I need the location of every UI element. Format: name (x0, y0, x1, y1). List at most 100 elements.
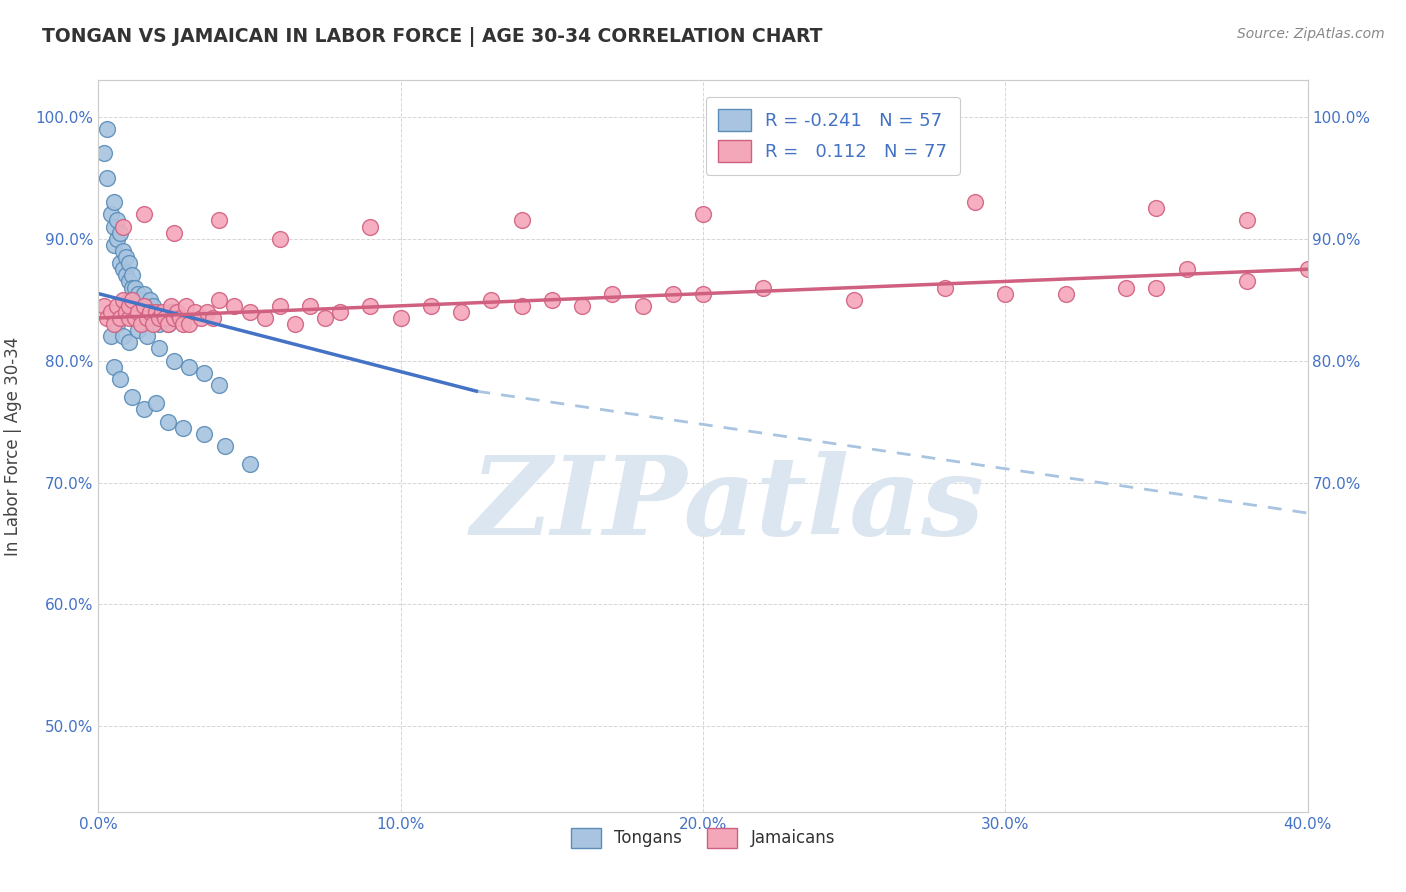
Point (145, 311, 167, 326)
Point (752, 280, 775, 294)
Point (193, 366, 215, 380)
Point (108, 226, 131, 240)
Point (118, 256, 141, 270)
Point (114, 305, 136, 319)
Point (510, 213, 533, 227)
Point (631, 299, 654, 313)
Point (156, 415, 179, 429)
Point (105, 299, 128, 313)
Point (1146, 201, 1168, 215)
Point (145, 305, 167, 319)
Point (169, 311, 191, 326)
Point (114, 250, 136, 264)
Point (129, 293, 152, 307)
Point (111, 329, 134, 343)
Point (100, 329, 122, 343)
Point (195, 305, 218, 319)
Point (127, 286, 149, 301)
Point (114, 268, 136, 283)
Point (148, 342, 170, 356)
Text: ZIPatlas: ZIPatlas (470, 450, 984, 558)
Point (172, 317, 194, 331)
Point (179, 317, 201, 331)
Legend: Tongans, Jamaicans: Tongans, Jamaicans (564, 821, 842, 855)
Point (93, 146, 115, 161)
Point (100, 207, 122, 221)
Point (184, 305, 207, 319)
Point (193, 426, 215, 441)
Point (121, 268, 143, 283)
Point (150, 305, 173, 319)
Point (124, 280, 146, 294)
Point (208, 293, 231, 307)
Point (166, 305, 188, 319)
Point (692, 286, 714, 301)
Point (994, 286, 1017, 301)
Point (156, 317, 179, 331)
Point (1175, 262, 1198, 277)
Point (132, 207, 155, 221)
Point (540, 293, 562, 307)
Point (121, 280, 143, 294)
Point (132, 299, 155, 313)
Point (224, 299, 246, 313)
Point (1115, 280, 1137, 294)
Point (118, 293, 141, 307)
Point (179, 359, 201, 374)
Point (172, 421, 194, 435)
Point (124, 311, 146, 326)
Point (103, 317, 125, 331)
Point (844, 293, 866, 307)
Point (105, 232, 128, 246)
Point (284, 317, 307, 331)
Point (174, 299, 197, 313)
Y-axis label: In Labor Force | Age 30-34: In Labor Force | Age 30-34 (4, 336, 21, 556)
Point (1296, 262, 1319, 277)
Point (139, 293, 162, 307)
Point (135, 299, 157, 313)
Point (105, 317, 128, 331)
Point (163, 311, 186, 326)
Point (96, 170, 118, 185)
Point (1236, 213, 1258, 227)
Point (124, 293, 146, 307)
Point (661, 286, 683, 301)
Text: Source: ZipAtlas.com: Source: ZipAtlas.com (1237, 27, 1385, 41)
Point (103, 219, 125, 234)
Point (118, 335, 141, 350)
Point (118, 299, 141, 313)
Point (239, 305, 262, 319)
Point (96, 122, 118, 136)
Point (163, 226, 186, 240)
Point (1146, 280, 1168, 294)
Point (253, 311, 276, 326)
Point (202, 311, 225, 326)
Point (329, 305, 352, 319)
Point (481, 293, 503, 307)
Point (160, 299, 183, 313)
Point (121, 390, 143, 404)
Point (420, 299, 443, 313)
Point (150, 311, 173, 326)
Point (100, 305, 122, 319)
Point (127, 323, 149, 337)
Text: TONGAN VS JAMAICAN IN LABOR FORCE | AGE 30-34 CORRELATION CHART: TONGAN VS JAMAICAN IN LABOR FORCE | AGE … (42, 27, 823, 46)
Point (148, 311, 170, 326)
Point (314, 311, 336, 326)
Point (111, 219, 134, 234)
Point (145, 396, 167, 410)
Point (135, 311, 157, 326)
Point (965, 195, 987, 210)
Point (450, 305, 472, 319)
Point (510, 299, 533, 313)
Point (299, 299, 322, 313)
Point (389, 311, 412, 326)
Point (190, 311, 212, 326)
Point (139, 305, 162, 319)
Point (142, 299, 165, 313)
Point (1312, 110, 1334, 124)
Point (208, 378, 231, 392)
Point (132, 286, 155, 301)
Point (129, 317, 152, 331)
Point (153, 311, 176, 326)
